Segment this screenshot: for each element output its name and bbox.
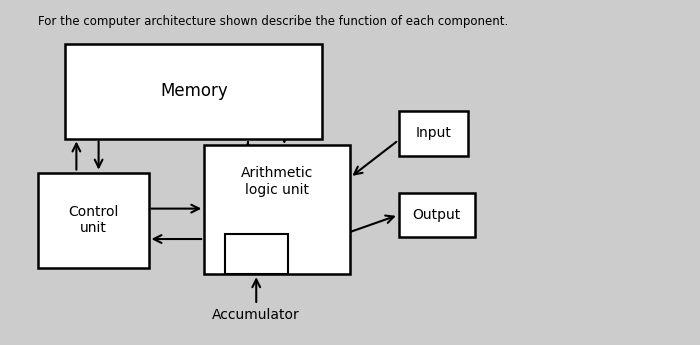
Text: Control
unit: Control unit — [68, 205, 118, 235]
Bar — [225, 234, 288, 274]
Bar — [65, 43, 322, 139]
Bar — [204, 145, 350, 274]
Text: Input: Input — [415, 127, 452, 140]
Bar — [398, 111, 468, 156]
Text: For the computer architecture shown describe the function of each component.: For the computer architecture shown desc… — [38, 14, 507, 28]
Bar — [398, 193, 475, 237]
Text: Output: Output — [413, 208, 461, 222]
Text: Accumulator: Accumulator — [212, 308, 300, 322]
Text: Memory: Memory — [160, 82, 228, 100]
Bar — [38, 172, 148, 267]
Text: Arithmetic
logic unit: Arithmetic logic unit — [241, 166, 314, 197]
